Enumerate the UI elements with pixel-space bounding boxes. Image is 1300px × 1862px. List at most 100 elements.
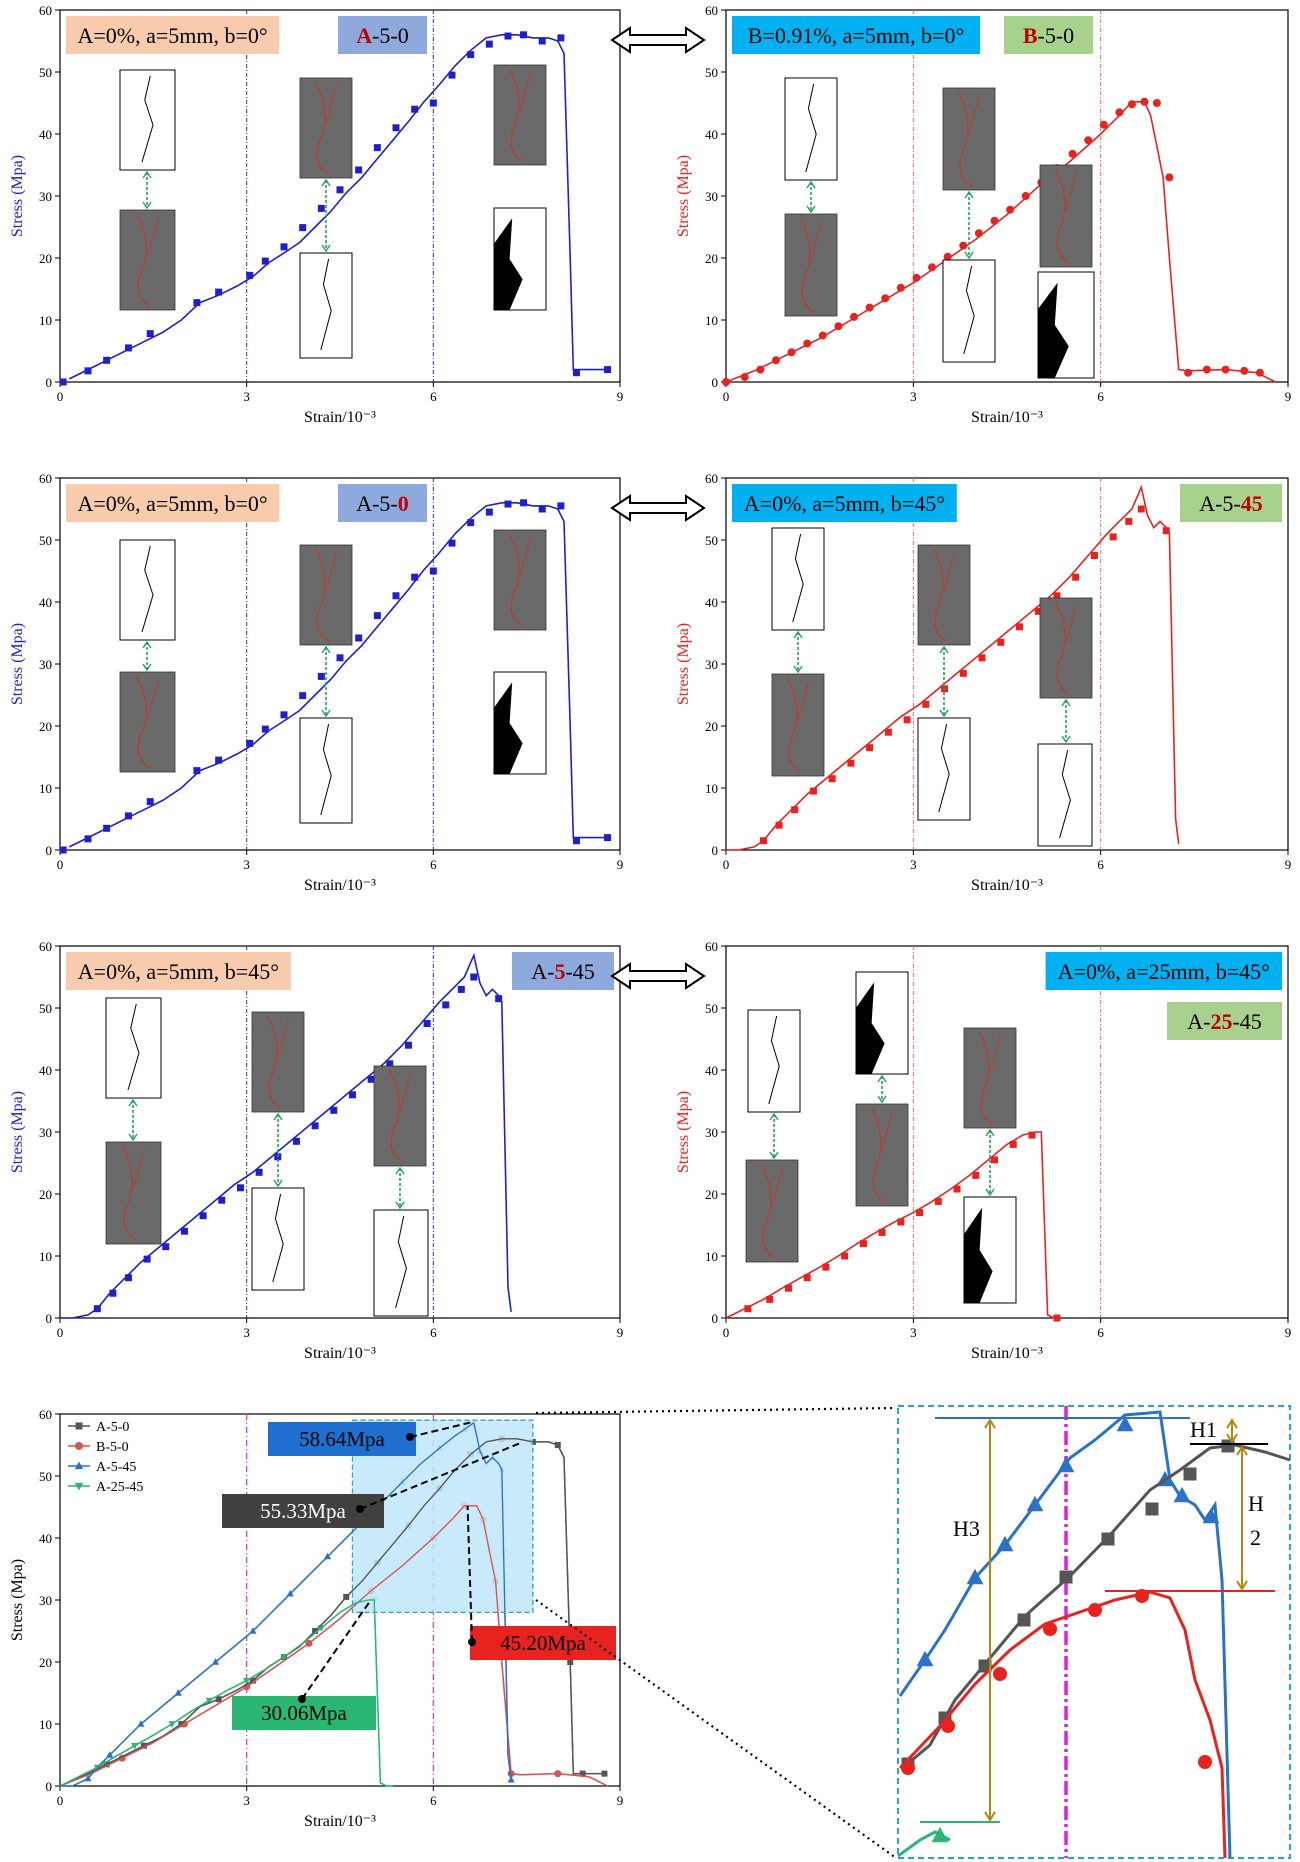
zoom-series-B-5-0 <box>898 1590 1227 1859</box>
data-point <box>604 366 612 374</box>
zoom-data-point <box>916 1650 934 1667</box>
crack-trace <box>147 679 159 718</box>
crack-trace <box>958 91 972 187</box>
data-point <box>1068 149 1077 158</box>
zoom-data-point <box>1043 1622 1057 1636</box>
x-tick-label: 3 <box>243 1325 250 1340</box>
specimen-sketch <box>119 69 176 171</box>
data-point <box>759 837 767 845</box>
label-part: A-5- <box>1199 491 1241 516</box>
crack-trace <box>509 533 523 627</box>
condition-label: A=0%, a=5mm, b=0° <box>66 16 280 54</box>
data-point <box>866 744 874 752</box>
crack-trace <box>1055 601 1069 695</box>
condition-label: A-5-45 <box>1180 484 1282 522</box>
legend-marker <box>75 1442 83 1450</box>
x-axis-label: Strain/10⁻³ <box>971 409 1043 426</box>
data-point <box>1115 108 1124 117</box>
link-arrowhead <box>877 1095 887 1104</box>
link-arrowhead <box>142 170 152 179</box>
x-tick-label: 3 <box>243 389 250 404</box>
y-tick-label: 0 <box>712 375 719 390</box>
link-arrowhead <box>769 1151 779 1160</box>
link-arrowhead <box>939 709 949 718</box>
dimension-H2-head <box>1236 1445 1248 1456</box>
data-point <box>896 283 905 292</box>
data-point <box>803 1274 811 1282</box>
specimen-sketch <box>299 717 353 824</box>
photo-bg <box>745 1159 799 1263</box>
data-point <box>124 344 132 352</box>
sketch-frame <box>1037 743 1093 847</box>
data-point <box>162 1243 170 1251</box>
series-line-overlay <box>59 1505 608 1787</box>
data-point <box>557 34 565 42</box>
sketch-frame <box>119 539 176 641</box>
zoom-data-point <box>1145 1502 1159 1516</box>
y-tick-label: 30 <box>39 657 52 672</box>
data-point <box>215 288 223 296</box>
y-tick-label: 10 <box>39 1717 52 1732</box>
legend-label: A-5-45 <box>96 1460 136 1475</box>
data-point <box>859 1240 867 1248</box>
dimension-H3-head <box>984 1418 996 1429</box>
specimen-sketch <box>917 717 971 821</box>
y-axis-label: Stress (Mpa) <box>675 155 692 237</box>
link-arrowhead <box>128 1098 138 1107</box>
data-point <box>299 224 307 232</box>
data-point <box>367 1075 375 1083</box>
data-point <box>392 124 400 132</box>
zoom-data-point <box>1198 1755 1212 1769</box>
legend-label: A-25-45 <box>96 1480 143 1495</box>
sketch-crack <box>141 75 154 163</box>
data-point <box>448 539 456 547</box>
link-arrowhead <box>964 190 974 199</box>
crack-trace <box>797 681 809 721</box>
data-point <box>1021 192 1030 200</box>
y-tick-label: 50 <box>39 65 52 80</box>
link-arrowhead <box>142 663 152 672</box>
link-arrowhead <box>877 1074 887 1083</box>
specimen-sketch <box>105 997 162 1099</box>
label-text: A-5-45 <box>1199 491 1263 516</box>
sketch-frame <box>299 717 353 824</box>
condition-label: A=0%, a=5mm, b=0° <box>66 484 280 522</box>
data-point <box>336 654 344 662</box>
x-tick-label: 6 <box>430 389 437 404</box>
y-tick-label: 20 <box>39 719 52 734</box>
x-axis-label: Strain/10⁻³ <box>304 409 376 426</box>
link-arrowhead <box>321 178 331 187</box>
specimen-sketch <box>747 1009 801 1113</box>
zoom-connector <box>535 1406 897 1415</box>
x-tick-label: 0 <box>723 1325 730 1340</box>
crack-trace <box>135 213 151 307</box>
photo-bg <box>942 87 996 191</box>
y-tick-label: 20 <box>39 251 52 266</box>
sketch-crack <box>320 258 332 351</box>
data-point <box>1240 366 1249 375</box>
data-point <box>1109 533 1117 541</box>
data-point <box>404 1041 412 1049</box>
data-point <box>1053 1314 1061 1322</box>
data-point <box>261 257 269 265</box>
label-part: -5-0 <box>1038 23 1075 48</box>
crack-trace <box>267 1015 281 1109</box>
data-point <box>903 716 911 724</box>
label-box <box>1004 16 1093 54</box>
condition-label: A=0%, a=5mm, b=45° <box>732 484 957 522</box>
label-part: A- <box>1187 1009 1210 1034</box>
label-text: A-5-0 <box>356 23 409 48</box>
specimen-sketch <box>784 77 838 181</box>
label-text: A=0%, a=5mm, b=45° <box>744 491 945 516</box>
crack-trace <box>325 552 337 591</box>
zoom-connector <box>535 1599 897 1859</box>
zoom-frame <box>897 1405 1291 1859</box>
data-point <box>740 373 749 382</box>
data-point <box>865 303 874 312</box>
data-point <box>1127 100 1136 109</box>
data-point <box>299 692 307 700</box>
photo-bg <box>963 1027 1017 1129</box>
y-tick-label: 60 <box>39 3 52 18</box>
y-axis-label: Stress (Mpa) <box>675 1091 692 1173</box>
data-point <box>850 312 859 321</box>
